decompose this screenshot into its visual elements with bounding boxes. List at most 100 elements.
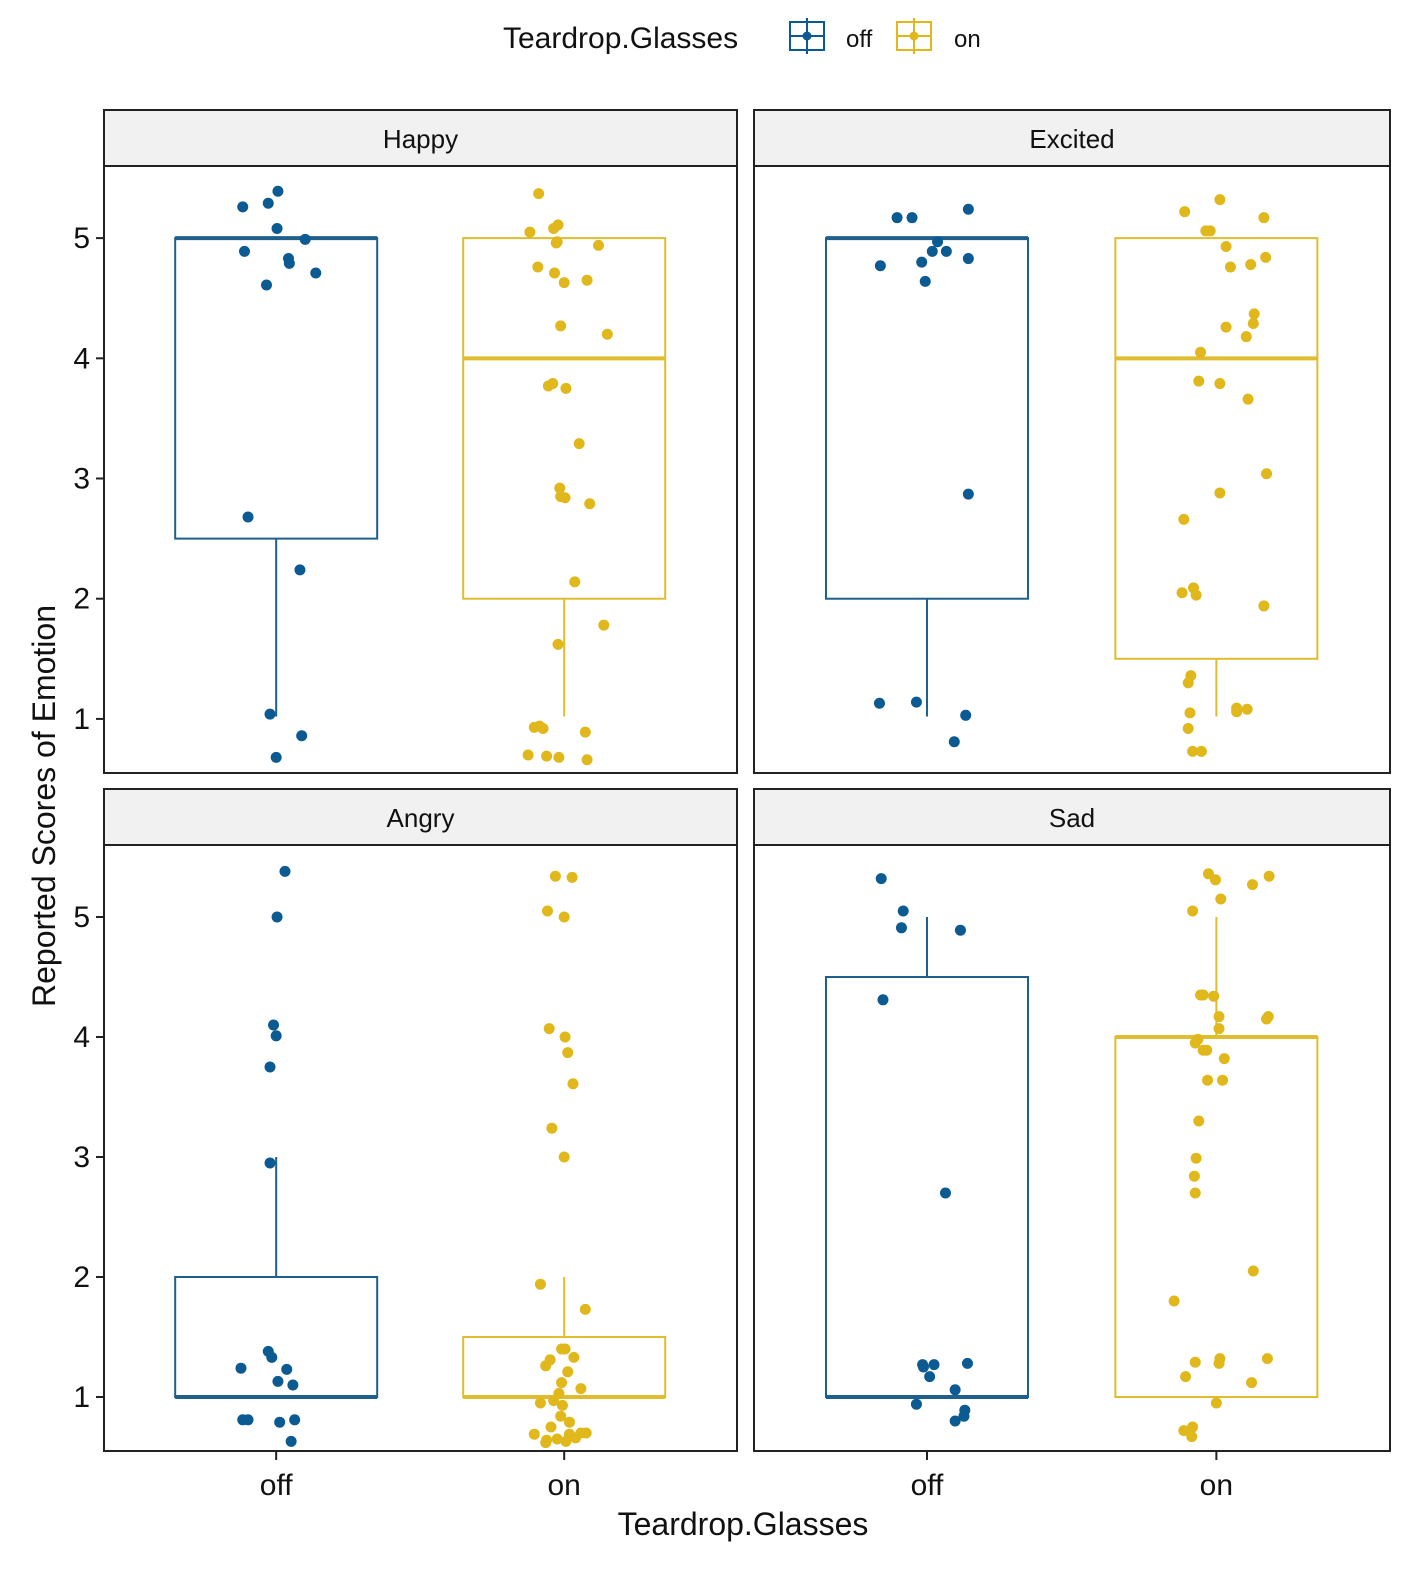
data-point-on — [552, 638, 564, 650]
data-point-off — [940, 245, 952, 257]
data-point-on — [540, 1360, 552, 1372]
panel-frame — [103, 844, 738, 1452]
data-point-on — [1215, 893, 1227, 905]
data-point-on — [524, 226, 536, 238]
data-point-on — [558, 1151, 570, 1163]
data-point-on — [548, 1395, 560, 1407]
data-point-on — [562, 1047, 574, 1059]
legend-label-off: off — [846, 26, 873, 53]
data-point-on — [1200, 225, 1212, 237]
data-point-on — [1210, 1397, 1222, 1409]
data-point-on — [584, 498, 596, 510]
data-point-on — [553, 751, 565, 763]
data-point-on — [1178, 513, 1190, 525]
facet-strip — [753, 788, 1391, 846]
data-point-on — [1260, 251, 1272, 263]
data-point-off — [235, 1362, 247, 1374]
y-tick-label: 5 — [73, 222, 90, 255]
y-tick-label: 1 — [73, 1381, 90, 1414]
data-point-off — [272, 185, 284, 197]
y-tick-label: 1 — [73, 703, 90, 736]
data-point-on — [1247, 317, 1259, 329]
data-point-on — [549, 870, 561, 882]
data-point-on — [555, 320, 567, 332]
data-point-on — [1178, 1425, 1190, 1437]
data-point-on — [1184, 707, 1196, 719]
data-point-on — [1195, 346, 1207, 358]
facet-strip-label: Sad — [1049, 803, 1095, 833]
data-point-off — [285, 1435, 297, 1447]
facet-panels: Happy 1 2 3 4 5 Excited Angry 1 2 3 4 5 off on Sad off on — [73, 109, 1391, 1502]
jitter-points — [873, 194, 1273, 757]
data-point-on — [562, 1366, 574, 1378]
data-point-on — [1217, 1074, 1229, 1086]
data-point-off — [962, 203, 974, 215]
panel-frame — [753, 844, 1391, 1452]
data-point-on — [559, 1343, 571, 1355]
data-point-on — [1186, 1431, 1198, 1443]
data-point-off — [287, 1379, 299, 1391]
panel-frame — [103, 165, 738, 774]
data-point-off — [271, 911, 283, 923]
data-point-on — [560, 1435, 572, 1447]
data-point-off — [919, 275, 931, 287]
data-point-off — [282, 253, 294, 265]
box-off — [824, 236, 1029, 717]
data-point-off — [242, 1414, 254, 1426]
data-point-off — [960, 709, 972, 721]
data-point-off — [895, 922, 907, 934]
data-point-on — [1193, 375, 1205, 387]
data-point-on — [534, 1278, 546, 1290]
data-point-on — [593, 239, 605, 251]
data-point-on — [556, 1377, 568, 1389]
data-point-off — [289, 1414, 301, 1426]
data-point-on — [1189, 1037, 1201, 1049]
data-point-on — [1220, 321, 1232, 333]
data-point-on — [1187, 1421, 1199, 1433]
data-point-on — [1179, 206, 1191, 218]
data-point-off — [897, 905, 909, 917]
data-point-on — [1195, 745, 1207, 757]
legend-key-on — [896, 18, 932, 54]
data-point-on — [1242, 393, 1254, 405]
panel-sad: Sad off on — [753, 788, 1391, 1502]
data-point-on — [549, 267, 561, 279]
data-point-on — [566, 871, 578, 883]
data-point-on — [1182, 677, 1194, 689]
data-point-on — [559, 1031, 571, 1043]
data-point-on — [1214, 487, 1226, 499]
data-point-on — [1202, 1074, 1214, 1086]
data-point-on — [1263, 870, 1275, 882]
data-point-off — [279, 865, 291, 877]
data-point-on — [1187, 905, 1199, 917]
data-point-off — [877, 994, 889, 1006]
data-point-off — [264, 1157, 276, 1169]
legend: Teardrop.Glasses off on — [503, 18, 981, 55]
box-body — [462, 237, 667, 600]
data-point-on — [545, 1421, 557, 1433]
data-point-off — [272, 1375, 284, 1387]
data-point-on — [540, 1437, 552, 1449]
box-off — [824, 917, 1029, 1399]
data-point-on — [575, 1383, 587, 1395]
panel-angry: Angry 1 2 3 4 5 off on — [73, 788, 738, 1502]
data-point-off — [299, 233, 311, 245]
data-point-on — [1187, 745, 1199, 757]
data-point-on — [1261, 1353, 1273, 1365]
data-point-off — [260, 279, 272, 291]
data-point-off — [939, 1187, 951, 1199]
data-point-off — [873, 697, 885, 709]
data-point-on — [558, 911, 570, 923]
data-point-on — [554, 482, 566, 494]
data-point-on — [1193, 1115, 1205, 1127]
data-point-off — [906, 212, 918, 224]
y-tick-label: 3 — [73, 463, 90, 496]
box-on — [462, 1277, 667, 1399]
data-point-on — [570, 1432, 582, 1444]
data-point-off — [949, 1415, 961, 1427]
data-point-off — [294, 564, 306, 576]
data-point-off — [296, 730, 308, 742]
data-point-on — [568, 1351, 580, 1363]
data-point-off — [281, 1363, 293, 1375]
